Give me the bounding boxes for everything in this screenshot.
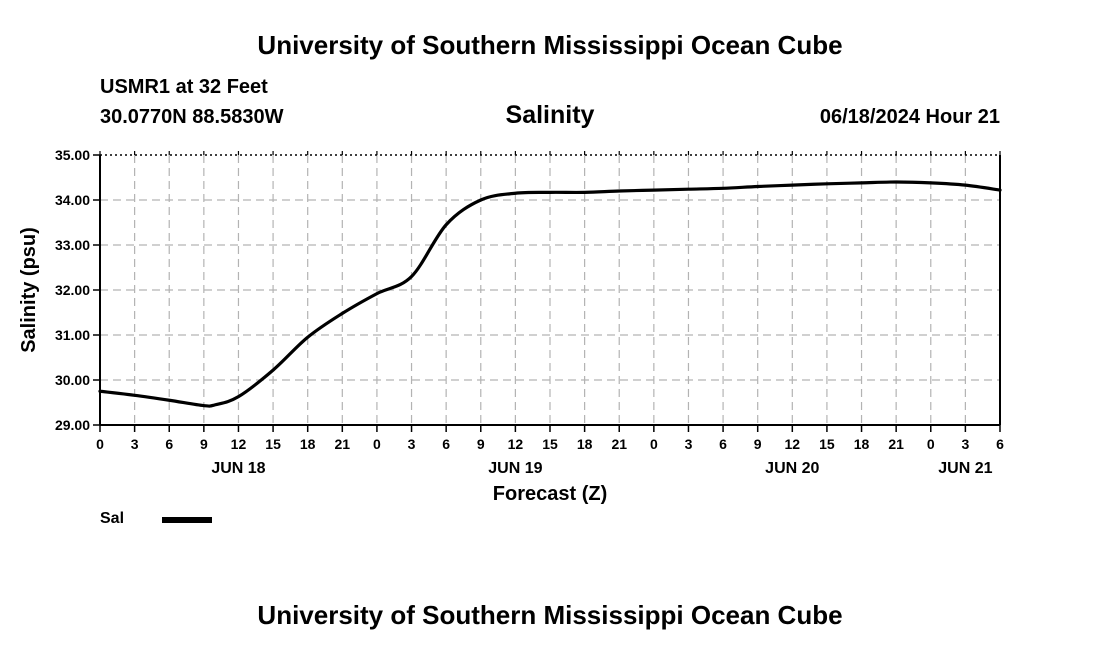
x-tick-label: 12 <box>231 436 247 452</box>
x-tick-label: 0 <box>96 436 104 452</box>
y-axis-label: Salinity (psu) <box>18 227 40 353</box>
legend-line-swatch <box>162 517 212 523</box>
x-tick-label: 3 <box>131 436 139 452</box>
x-tick-label: 0 <box>650 436 658 452</box>
series <box>98 180 1002 408</box>
y-tick-label: 31.00 <box>55 327 90 343</box>
y-tick-label: 30.00 <box>55 372 90 388</box>
day-label: JUN 20 <box>765 460 819 477</box>
chart-subtitle: Salinity <box>505 101 595 129</box>
x-tick-label: 3 <box>408 436 416 452</box>
x-tick-label: 12 <box>508 436 524 452</box>
x-tick-label: 18 <box>854 436 870 452</box>
legend-label: Sal <box>100 510 125 527</box>
forecast-datetime: 06/18/2024 Hour 21 <box>819 106 1000 128</box>
day-label: JUN 19 <box>488 460 542 477</box>
x-tick-label: 21 <box>611 436 627 452</box>
x-tick-label: 6 <box>996 436 1004 452</box>
y-tick-label: 35.00 <box>55 147 90 163</box>
day-label: JUN 21 <box>938 460 992 477</box>
x-tick-label: 3 <box>961 436 969 452</box>
x-tick-label: 0 <box>373 436 381 452</box>
x-tick-label: 0 <box>927 436 935 452</box>
x-tick-label: 6 <box>442 436 450 452</box>
x-tick-label: 15 <box>819 436 835 452</box>
day-label: JUN 18 <box>211 460 265 477</box>
x-tick-label: 9 <box>477 436 485 452</box>
tick-labels: 29.00 30.00 31.00 32.00 33.00 34.00 35.00 0 3 6 9 1… <box>55 147 1004 477</box>
series-line-sal <box>98 180 1002 408</box>
x-tick-label: 21 <box>888 436 904 452</box>
station-coordinates: 30.0770N 88.5830W <box>100 106 284 128</box>
axes <box>93 151 1001 432</box>
y-tick-label: 29.00 <box>55 417 90 433</box>
footer-title: University of Southern Mississippi Ocean… <box>257 600 843 630</box>
x-tick-label: 18 <box>300 436 316 452</box>
x-tick-label: 15 <box>542 436 558 452</box>
chart-title: University of Southern Mississippi Ocean… <box>257 30 843 60</box>
x-tick-label: 18 <box>577 436 593 452</box>
x-tick-label: 6 <box>165 436 173 452</box>
x-axis-label: Forecast (Z) <box>493 483 607 505</box>
y-tick-label: 32.00 <box>55 282 90 298</box>
x-tick-label: 15 <box>265 436 281 452</box>
x-tick-label: 9 <box>200 436 208 452</box>
x-tick-label: 3 <box>685 436 693 452</box>
y-tick-label: 33.00 <box>55 237 90 253</box>
grid <box>100 155 1000 425</box>
x-tick-label: 12 <box>785 436 801 452</box>
x-tick-label: 21 <box>335 436 351 452</box>
station-label: USMR1 at 32 Feet <box>100 76 268 98</box>
y-tick-label: 34.00 <box>55 192 90 208</box>
x-tick-label: 6 <box>719 436 727 452</box>
x-tick-label: 9 <box>754 436 762 452</box>
